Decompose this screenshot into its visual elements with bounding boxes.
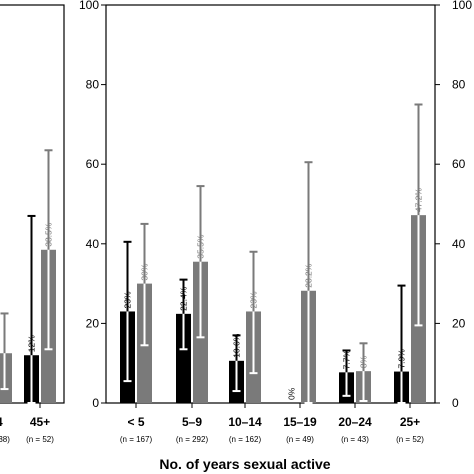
y-tick-label-right: 100 xyxy=(452,0,472,12)
bar xyxy=(176,313,191,403)
right-panel: 0 0 20 20 40 40 60 60 80 80 100 100 < 5 (n = 167) 23% 3… xyxy=(79,0,472,444)
y-tick-label-right: 80 xyxy=(452,78,466,92)
y-tick-label-left: 100 xyxy=(79,0,99,12)
data-label: 7.7% xyxy=(341,350,351,370)
data-label: 23% xyxy=(248,291,258,308)
category-label: < 5 xyxy=(127,415,144,429)
y-tick-label-left: 20 xyxy=(86,316,100,330)
category-label: 44 xyxy=(0,415,3,429)
y-tick-label-right: 60 xyxy=(452,157,466,171)
y-tick-label-right: 20 xyxy=(452,316,466,330)
y-tick-label-right: 0 xyxy=(452,396,459,410)
data-label: 38.5% xyxy=(43,222,53,247)
n-label: (n = 43) xyxy=(341,435,369,444)
n-label: (n = 292) xyxy=(176,435,209,444)
n-label: (n = 52) xyxy=(396,435,424,444)
data-label: 47.2% xyxy=(413,188,423,213)
data-label: 10.6% xyxy=(231,333,241,358)
data-label: 12% xyxy=(26,335,36,352)
left-panel: 44 (n = 38) 45+ (n = 52) 12% 38.5% xyxy=(0,4,65,444)
category-label: 10–14 xyxy=(228,415,262,429)
bar xyxy=(0,353,12,403)
n-label: (n = 52) xyxy=(26,435,54,444)
y-tick-label-left: 80 xyxy=(86,78,100,92)
category-label: 15–19 xyxy=(283,415,317,429)
n-label: (n = 167) xyxy=(120,435,153,444)
data-label: 30% xyxy=(139,263,149,280)
data-label: 23% xyxy=(122,291,132,308)
n-label: (n = 38) xyxy=(0,435,10,444)
data-label: 8% xyxy=(358,355,368,368)
data-label: 0% xyxy=(286,387,296,400)
y-tick-label-left: 60 xyxy=(86,157,100,171)
data-label: 7.9% xyxy=(396,349,406,369)
data-label: 35.5% xyxy=(195,234,205,259)
data-label: 22.4% xyxy=(178,286,188,311)
right-plot-frame xyxy=(105,4,436,404)
category-label: 20–24 xyxy=(338,415,372,429)
y-tick-label-right: 40 xyxy=(452,237,466,251)
n-label: (n = 162) xyxy=(229,435,262,444)
y-tick-label-left: 40 xyxy=(86,237,100,251)
category-label: 5–9 xyxy=(182,415,202,429)
data-label: 28.2% xyxy=(303,263,313,288)
category-label: 25+ xyxy=(400,415,420,429)
n-label: (n = 49) xyxy=(286,435,314,444)
y-tick-label-left: 0 xyxy=(92,396,99,410)
x-axis-label: No. of years sexual active xyxy=(159,456,330,472)
category-label: 45+ xyxy=(30,415,50,429)
